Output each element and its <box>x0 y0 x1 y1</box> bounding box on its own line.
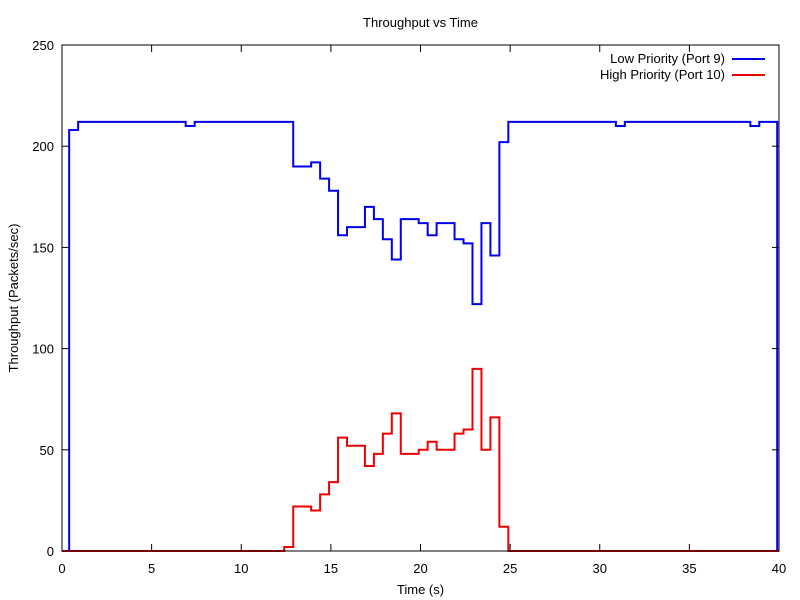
series-line-0 <box>62 120 779 552</box>
ticks-layer: 0 5 10 15 20 25 30 35 40 0 50 100 150 200 250 <box>32 38 786 576</box>
x-tick-label-0: 0 <box>58 561 65 576</box>
legend: Low Priority (Port 9)High Priority (Port… <box>600 51 765 82</box>
x-tick-label-1: 5 <box>148 561 155 576</box>
x-tick-label-7: 35 <box>682 561 696 576</box>
series-line-1 <box>62 367 779 552</box>
y-tick-label-1: 50 <box>40 443 54 458</box>
x-tick-label-2: 10 <box>234 561 248 576</box>
legend-label-1: High Priority (Port 10) <box>600 67 725 82</box>
legend-label-0: Low Priority (Port 9) <box>610 51 725 66</box>
y-tick-label-3: 150 <box>32 240 54 255</box>
plot-frame <box>61 44 780 552</box>
y-axis-label: Throughput (Packets/sec) <box>6 224 21 373</box>
y-tick-label-0: 0 <box>47 544 54 559</box>
x-tick-label-6: 30 <box>593 561 607 576</box>
x-axis-label: Time (s) <box>397 582 444 597</box>
x-tick-label-8: 40 <box>772 561 786 576</box>
x-tick-label-3: 15 <box>324 561 338 576</box>
y-tick-label-5: 250 <box>32 38 54 53</box>
x-tick-label-4: 20 <box>413 561 427 576</box>
y-tick-label-2: 100 <box>32 342 54 357</box>
x-tick-label-5: 25 <box>503 561 517 576</box>
chart-title: Throughput vs Time <box>363 15 478 30</box>
y-tick-label-4: 200 <box>32 139 54 154</box>
series-layer <box>62 120 779 552</box>
